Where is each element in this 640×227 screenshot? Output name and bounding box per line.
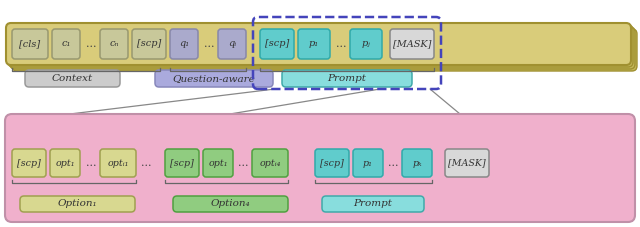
Text: Prompt: Prompt <box>353 200 392 209</box>
Text: Option₁: Option₁ <box>58 200 97 209</box>
FancyBboxPatch shape <box>402 149 432 177</box>
Text: optᵢ₁: optᵢ₁ <box>108 158 129 168</box>
FancyBboxPatch shape <box>298 29 330 59</box>
FancyBboxPatch shape <box>50 149 80 177</box>
Text: q₁: q₁ <box>179 39 189 49</box>
Text: [scp]: [scp] <box>265 39 289 49</box>
FancyBboxPatch shape <box>155 70 273 87</box>
Text: ...: ... <box>237 158 248 168</box>
Text: ...: ... <box>388 158 398 168</box>
Text: pⱼ: pⱼ <box>362 39 371 49</box>
Text: [MASK]: [MASK] <box>448 158 486 168</box>
FancyBboxPatch shape <box>390 29 434 59</box>
Text: opt₁: opt₁ <box>55 158 75 168</box>
FancyBboxPatch shape <box>260 29 294 59</box>
Text: [cls]: [cls] <box>19 39 40 49</box>
FancyBboxPatch shape <box>20 196 135 212</box>
Text: p₁: p₁ <box>363 158 373 168</box>
Text: Context: Context <box>52 74 93 83</box>
FancyBboxPatch shape <box>252 149 288 177</box>
Text: [scp]: [scp] <box>320 158 344 168</box>
Text: optᵢ₄: optᵢ₄ <box>259 158 281 168</box>
FancyBboxPatch shape <box>25 70 120 87</box>
FancyBboxPatch shape <box>165 149 199 177</box>
Text: pₖ: pₖ <box>412 158 422 168</box>
Text: ...: ... <box>141 158 151 168</box>
Text: [scp]: [scp] <box>17 158 41 168</box>
FancyBboxPatch shape <box>100 149 136 177</box>
FancyBboxPatch shape <box>315 149 349 177</box>
FancyBboxPatch shape <box>8 25 633 67</box>
Text: ...: ... <box>336 39 346 49</box>
FancyBboxPatch shape <box>52 29 80 59</box>
Text: [scp]: [scp] <box>170 158 194 168</box>
FancyBboxPatch shape <box>132 29 166 59</box>
FancyBboxPatch shape <box>12 29 637 71</box>
Text: cₙ: cₙ <box>109 39 119 49</box>
FancyBboxPatch shape <box>203 149 233 177</box>
Text: c₁: c₁ <box>61 39 70 49</box>
Text: ...: ... <box>204 39 214 49</box>
Text: ...: ... <box>86 158 96 168</box>
FancyBboxPatch shape <box>218 29 246 59</box>
Text: p₁: p₁ <box>309 39 319 49</box>
FancyBboxPatch shape <box>5 114 635 222</box>
Text: Prompt: Prompt <box>328 74 367 83</box>
Text: [MASK]: [MASK] <box>393 39 431 49</box>
Text: Option₄: Option₄ <box>211 200 250 209</box>
FancyBboxPatch shape <box>170 29 198 59</box>
FancyBboxPatch shape <box>6 23 631 65</box>
Text: [scp]: [scp] <box>137 39 161 49</box>
FancyBboxPatch shape <box>12 149 46 177</box>
FancyBboxPatch shape <box>100 29 128 59</box>
FancyBboxPatch shape <box>445 149 489 177</box>
Text: Question-aware: Question-aware <box>173 74 255 83</box>
FancyBboxPatch shape <box>173 196 288 212</box>
FancyBboxPatch shape <box>353 149 383 177</box>
FancyBboxPatch shape <box>10 27 635 69</box>
Text: opt₁: opt₁ <box>208 158 228 168</box>
Text: qᵢ: qᵢ <box>228 39 236 49</box>
FancyBboxPatch shape <box>12 29 48 59</box>
FancyBboxPatch shape <box>322 196 424 212</box>
Text: ...: ... <box>86 39 96 49</box>
FancyBboxPatch shape <box>282 70 412 87</box>
FancyBboxPatch shape <box>350 29 382 59</box>
